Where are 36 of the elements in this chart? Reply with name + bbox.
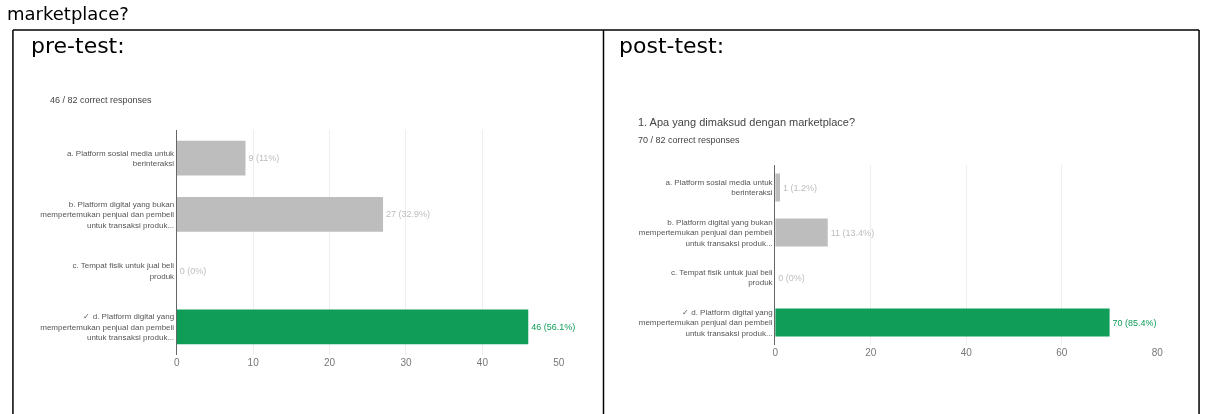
y-tick-label: c. Tempat fisik untuk jual beli produk [670,268,774,288]
bar [775,308,1110,337]
x-tick-label: 0 [772,347,779,358]
chart-title: pre-test: [31,33,125,58]
bar [176,196,384,232]
text: marketplace? [7,3,129,24]
bar [176,140,246,176]
x-tick-label: 0 [173,357,180,368]
chart-title: post-test: [619,33,725,58]
text: 70 / 82 correct responses [638,135,741,145]
y-tick-label: c. Tempat fisik untuk jual beli produk [72,261,176,281]
data-label: 27 (32.9%) [386,209,431,220]
data-label: 11 (13.4%) [830,227,875,238]
x-tick-label: 60 [1056,347,1068,358]
x-tick-label: 10 [247,357,260,368]
chart-subtitle: 1. Apa yang dimaksud dengan marketplace? [638,116,856,128]
y-tick-label: b. Platform digital yang bukan mempertemukan penjual dan pembeli untuk transaksi produk... [40,199,175,230]
text: 46 / 82 correct responses [50,95,153,105]
data-label: 1 (1.2%) [783,182,818,193]
x-tick-label: 80 [1151,347,1164,358]
data-label: 46 (56.1%) [531,321,576,332]
y-tick-label: a. Platform sosial media untuk berinteraksi [66,148,176,169]
y-tick-label: ✓ d. Platform digital yang mempertemukan penjual dan pembeli untuk transaksi produk... [40,312,175,343]
x-tick-label: 20 [324,357,336,368]
y-tick-label: b. Platform digital yang bukan mempertemukan penjual dan pembeli untuk transaksi produk... [638,217,773,248]
data-label: 70 (85.4%) [1112,317,1157,328]
x-tick-label: 40 [476,357,489,368]
y-tick-label: ✓ d. Platform digital yang mempertemukan penjual dan pembeli untuk transaksi produk... [638,307,773,338]
x-tick-label: 40 [960,347,973,358]
x-tick-label: 30 [400,357,412,368]
x-tick-label: 20 [865,347,877,358]
bar [176,309,529,345]
data-label: 9 (11%) [248,153,280,164]
x-tick-label: 50 [553,357,565,368]
y-tick-label: a. Platform sosial media untuk berinteraksi [665,178,774,198]
bar [775,218,828,247]
